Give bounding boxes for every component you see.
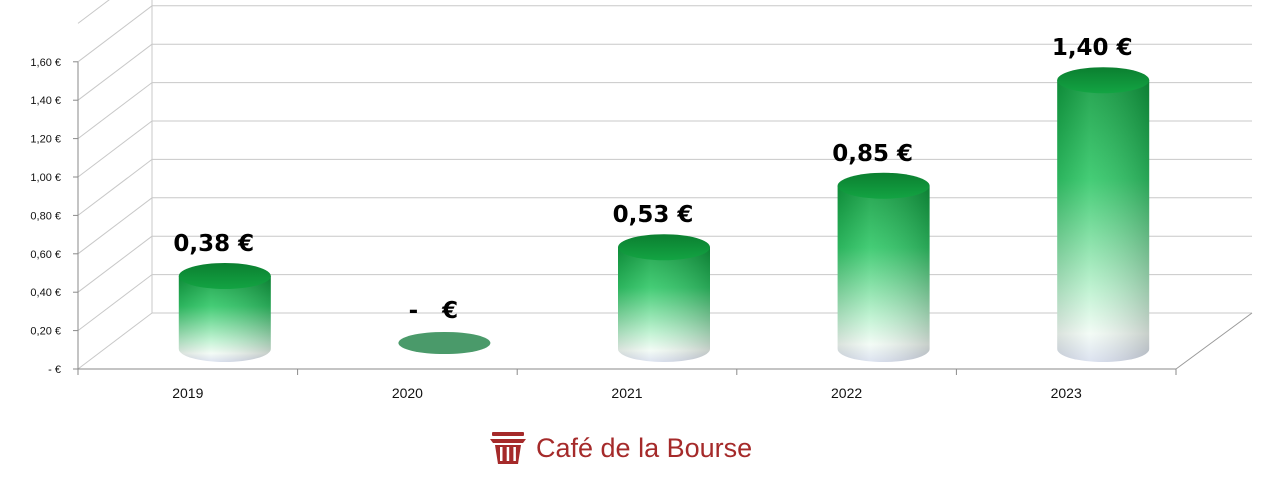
bar-top <box>178 263 271 290</box>
side-gridline <box>77 312 153 370</box>
side-gridline <box>77 82 153 139</box>
data-label: - € <box>409 298 459 324</box>
bar <box>837 172 930 363</box>
brand-logo: Café de la Bourse <box>488 428 752 468</box>
side-gridline <box>77 0 110 24</box>
side-gridline <box>77 120 153 178</box>
data-label: 1,40 € <box>1052 35 1133 61</box>
floor-right-edge <box>1175 312 1253 370</box>
bar-top <box>618 234 710 261</box>
bar-shading <box>1057 80 1150 363</box>
y-tick-label: 0,80 € <box>30 210 61 222</box>
bar-base-ellipse <box>398 331 491 355</box>
y-tick-label: 1,60 € <box>30 57 61 69</box>
side-gridline <box>77 159 153 216</box>
y-tick-label: 0,20 € <box>30 326 61 338</box>
bar <box>1057 67 1150 363</box>
x-tick-label: 2022 <box>831 385 862 401</box>
side-gridline <box>77 274 153 331</box>
bar-top <box>837 172 930 199</box>
x-tick-label: 2019 <box>172 385 203 401</box>
bar-shading <box>837 185 930 363</box>
bars <box>178 67 1150 363</box>
side-gridline <box>77 197 153 255</box>
x-tick-label: 2023 <box>1051 385 1082 401</box>
y-tick-label: 1,00 € <box>30 172 61 184</box>
side-gridline <box>77 5 153 63</box>
bar <box>618 234 710 362</box>
data-label: 0,38 € <box>173 231 254 257</box>
y-tick-label: 1,40 € <box>30 95 61 107</box>
bar-shading <box>618 247 710 362</box>
side-gridline <box>77 43 153 101</box>
bar <box>398 331 491 355</box>
brand-name: Café de la Bourse <box>536 432 753 463</box>
labels: 0,38 € - € 0,53 € 0,85 € 1,40 € <box>173 35 1132 324</box>
axes: - € 0,20 € 0,40 € 0,60 € 0,80 € 1,00 € 1,20 € 1… <box>30 57 1177 401</box>
x-tick-label: 2021 <box>611 385 642 401</box>
bar-top <box>1057 67 1150 94</box>
cafe-basket-logo-icon <box>490 432 526 464</box>
y-tick-label: 1,20 € <box>30 134 61 146</box>
data-label: 0,85 € <box>832 141 913 167</box>
data-label: 0,53 € <box>613 202 694 228</box>
bar-shading <box>178 276 271 362</box>
y-tick-label: - € <box>48 364 61 376</box>
bar <box>178 263 271 362</box>
x-tick-label: 2020 <box>392 385 423 401</box>
side-gridline <box>77 235 153 293</box>
y-tick-label: 0,40 € <box>30 287 61 299</box>
y-tick-label: 0,60 € <box>30 249 61 261</box>
